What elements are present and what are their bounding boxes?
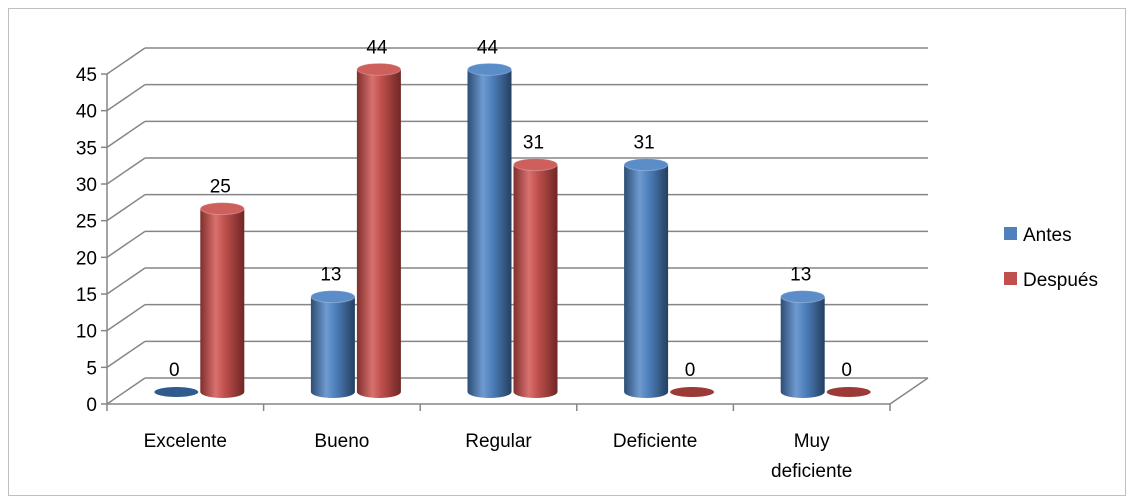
floor-edge — [889, 377, 929, 405]
x-tick-label: Deficiente — [613, 431, 698, 452]
data-label: 13 — [320, 265, 341, 286]
legend-swatch-antes — [1004, 227, 1017, 240]
axes — [101, 73, 929, 411]
data-label: 0 — [169, 360, 180, 381]
legend-label: Después — [1023, 270, 1098, 291]
bar-después — [199, 202, 245, 398]
y-tick-label: 5 — [86, 358, 97, 379]
x-tick-label: Muy — [794, 431, 830, 452]
x-tick-label: Bueno — [314, 431, 369, 452]
data-label: 31 — [523, 133, 544, 154]
data-label: 0 — [841, 360, 852, 381]
gridline-side — [106, 84, 146, 112]
bar-antes — [154, 387, 199, 397]
gridline-side — [106, 230, 146, 258]
bar-después — [670, 387, 715, 397]
legend-swatch-después — [1004, 272, 1017, 285]
gridline-side — [106, 120, 146, 148]
gridline-side — [106, 340, 146, 368]
gridline-side — [106, 304, 146, 332]
y-tick-label: 45 — [76, 65, 97, 86]
gridline-side — [106, 194, 146, 222]
y-tick-label: 20 — [76, 248, 97, 269]
data-label: 25 — [210, 177, 231, 198]
labels: 0 5 10 15 20 25 30 35 40 45 Excelente Bueno Regular D… — [76, 37, 853, 482]
bar-antes — [623, 158, 669, 398]
y-tick-label: 30 — [76, 175, 97, 196]
y-tick-label: 40 — [76, 102, 97, 123]
bar-después — [356, 62, 402, 398]
gridline-side — [106, 267, 146, 295]
chart-frame — [8, 8, 1126, 496]
y-tick-label: 15 — [76, 285, 97, 306]
data-label: 44 — [366, 37, 388, 58]
x-tick-label: Regular — [465, 431, 532, 452]
gridline-side — [106, 47, 146, 75]
bar-después — [826, 387, 871, 397]
legend: Antes Después — [1004, 225, 1098, 291]
bar-antes — [310, 290, 356, 398]
data-label: 31 — [634, 133, 655, 154]
data-label: 0 — [685, 360, 696, 381]
x-tick-label: Excelente — [144, 431, 227, 452]
y-tick-label: 25 — [76, 212, 97, 233]
data-label: 44 — [477, 37, 499, 58]
legend-label: Antes — [1023, 225, 1072, 246]
y-tick-label: 0 — [86, 395, 97, 416]
bar-antes — [780, 290, 826, 398]
bars — [154, 62, 871, 398]
gridline-side — [106, 377, 146, 405]
gridline-side — [106, 157, 146, 185]
bar-después — [513, 158, 558, 398]
data-label: 13 — [790, 265, 811, 286]
y-tick-label: 35 — [76, 138, 97, 159]
bar-antes — [467, 62, 512, 398]
y-tick-label: 10 — [76, 322, 97, 343]
x-tick-label: deficiente — [771, 461, 852, 482]
